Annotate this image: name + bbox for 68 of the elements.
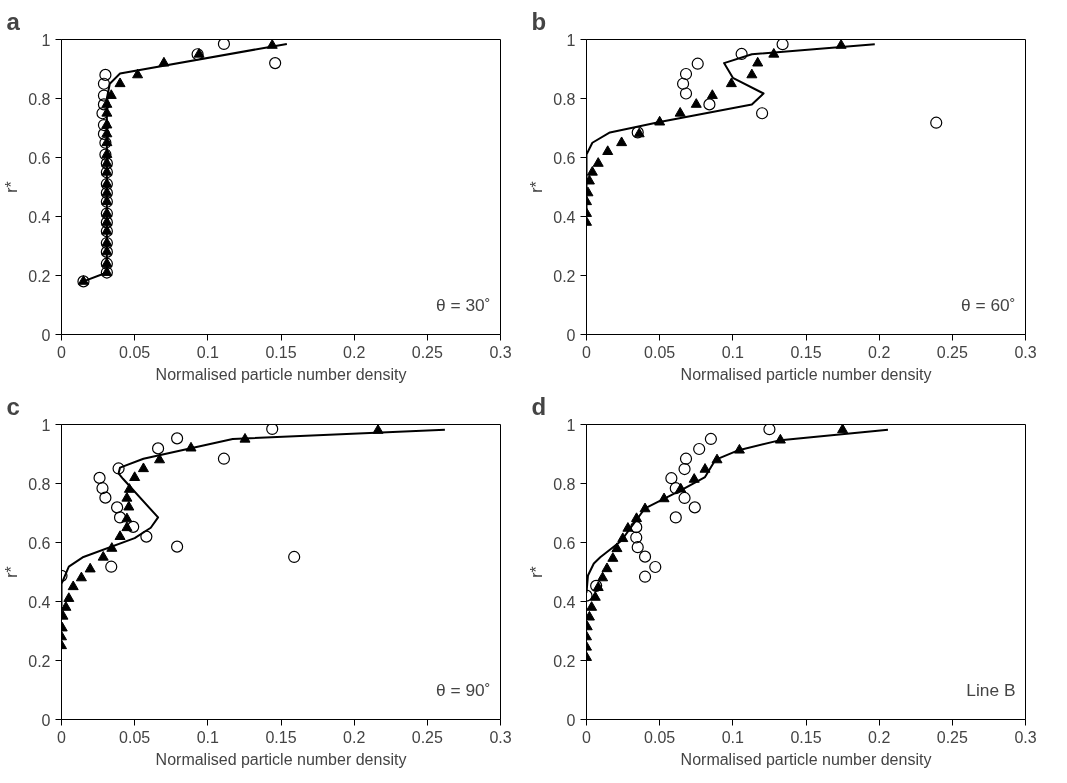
x-tick-label: 0.3 xyxy=(1014,728,1037,746)
x-tick-label: 0.15 xyxy=(265,728,297,746)
y-tick-label: 0.4 xyxy=(553,208,576,226)
x-tick-label: 0.2 xyxy=(343,343,366,361)
y-tick-label: 0 xyxy=(41,711,51,729)
y-tick-label: 0.4 xyxy=(28,208,51,226)
y-tick-label: 0.2 xyxy=(28,267,51,285)
x-tick-label: 0.15 xyxy=(265,343,297,361)
x-tick-label: 0 xyxy=(582,343,592,361)
x-tick-label: 0.05 xyxy=(119,728,151,746)
y-tick-label: 0.2 xyxy=(553,267,576,285)
chart-title: d xyxy=(531,392,547,420)
y-tick-label: 0.4 xyxy=(553,593,576,611)
x-axis-title: Normalised particle number density xyxy=(680,750,932,768)
y-tick-label: 0.6 xyxy=(553,149,576,167)
x-tick-label: 0.1 xyxy=(196,728,220,746)
x-tick-label: 0.1 xyxy=(721,728,745,746)
x-tick-label: 0 xyxy=(57,728,67,746)
y-axis-title: r* xyxy=(528,181,546,193)
x-axis-title: Normalised particle number density xyxy=(155,365,407,383)
x-tick-label: 0.15 xyxy=(790,728,822,746)
y-tick-label: 0 xyxy=(41,326,51,344)
chart-title: b xyxy=(531,7,547,35)
y-axis-title: r* xyxy=(3,566,21,578)
y-tick-label: 1 xyxy=(566,31,576,49)
y-tick-label: 0.6 xyxy=(553,534,576,552)
y-tick-label: 0.4 xyxy=(28,593,51,611)
y-tick-label: 0.8 xyxy=(553,90,576,108)
x-axis-title: Normalised particle number density xyxy=(155,750,407,768)
y-tick-label: 1 xyxy=(566,416,576,434)
x-tick-label: 0.25 xyxy=(936,343,969,361)
annotation: θ = 90˚ xyxy=(436,679,491,700)
x-tick-label: 0.2 xyxy=(868,728,891,746)
annotation: θ = 30˚ xyxy=(436,294,491,315)
y-tick-label: 0.8 xyxy=(553,475,576,493)
x-tick-label: 0.25 xyxy=(411,343,444,361)
x-tick-label: 0 xyxy=(57,343,67,361)
y-tick-label: 0.2 xyxy=(553,652,576,670)
x-tick-label: 0.1 xyxy=(196,343,220,361)
y-tick-label: 1 xyxy=(41,416,51,434)
x-tick-label: 0.05 xyxy=(644,343,676,361)
x-tick-label: 0 xyxy=(582,728,592,746)
y-axis-title: r* xyxy=(3,181,21,193)
y-tick-label: 0.2 xyxy=(28,652,51,670)
annotation: θ = 60˚ xyxy=(961,294,1016,315)
y-tick-label: 0.6 xyxy=(28,149,51,167)
x-tick-label: 0.05 xyxy=(119,343,151,361)
y-tick-label: 0.8 xyxy=(28,475,51,493)
x-tick-label: 0.2 xyxy=(868,343,891,361)
x-axis-title: Normalised particle number density xyxy=(680,365,932,383)
y-tick-label: 0 xyxy=(566,711,576,729)
chart-title: a xyxy=(6,7,21,35)
x-tick-label: 0.05 xyxy=(644,728,676,746)
x-tick-label: 0.1 xyxy=(721,343,745,361)
x-tick-label: 0.3 xyxy=(1014,343,1037,361)
x-tick-label: 0.3 xyxy=(489,343,512,361)
x-tick-label: 0.3 xyxy=(489,728,512,746)
x-tick-label: 0.25 xyxy=(411,728,444,746)
annotation: Line B xyxy=(966,679,1016,700)
y-tick-label: 0 xyxy=(566,326,576,344)
y-axis-title: r* xyxy=(528,566,546,578)
x-tick-label: 0.15 xyxy=(790,343,822,361)
y-tick-label: 0.8 xyxy=(28,90,51,108)
chart-title: c xyxy=(6,392,20,420)
y-tick-label: 0.6 xyxy=(28,534,51,552)
y-tick-label: 1 xyxy=(41,31,51,49)
x-tick-label: 0.25 xyxy=(936,728,969,746)
x-tick-label: 0.2 xyxy=(343,728,366,746)
